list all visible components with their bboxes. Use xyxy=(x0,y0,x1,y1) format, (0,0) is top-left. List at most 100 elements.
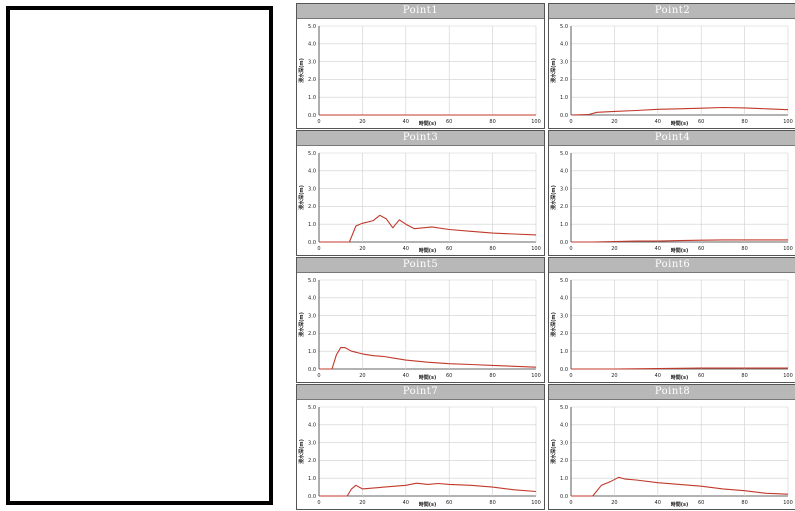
x-tick-label: 20 xyxy=(359,246,365,252)
x-tick-label: 80 xyxy=(741,373,747,379)
x-tick-label: 0 xyxy=(317,500,320,506)
x-tick-label: 0 xyxy=(317,246,320,252)
chart-title: Point8 xyxy=(549,385,795,400)
x-tick-label: 60 xyxy=(446,500,452,506)
y-tick-label: 4.0 xyxy=(560,42,568,48)
y-tick-label: 4.0 xyxy=(308,169,316,175)
y-tick-label: 4.0 xyxy=(308,423,316,429)
y-tick-label: 2.0 xyxy=(308,204,316,210)
x-tick-label: 20 xyxy=(359,119,365,125)
chart-panel: Point5 0.0 1.0 2.0 3.0 4.0 5.0 0 20 40 60 80 100 時間(s… xyxy=(296,257,545,383)
y-tick-label: 0.0 xyxy=(560,113,568,119)
x-axis-label: 時間(s) xyxy=(419,247,437,254)
y-axis-label: 浸水深(m) xyxy=(550,439,557,464)
x-tick-label: 100 xyxy=(531,246,541,252)
x-tick-label: 80 xyxy=(489,246,495,252)
x-tick-label: 80 xyxy=(489,119,495,125)
x-tick-label: 0 xyxy=(569,500,572,506)
x-tick-label: 40 xyxy=(655,246,661,252)
chart-title: Point5 xyxy=(297,258,544,273)
x-tick-label: 40 xyxy=(655,373,661,379)
y-tick-label: 4.0 xyxy=(308,42,316,48)
chart-panel: Point7 0.0 1.0 2.0 3.0 4.0 5.0 0 20 40 60 80 100 時間(s… xyxy=(296,384,545,510)
plot-area: 0.0 1.0 2.0 3.0 4.0 5.0 0 20 40 60 80 100 時間(s) 浸水深(m… xyxy=(298,278,541,381)
chart-title: Point2 xyxy=(549,4,795,19)
y-tick-label: 3.0 xyxy=(560,59,568,65)
x-tick-label: 100 xyxy=(531,500,541,506)
plot-area: 0.0 1.0 2.0 3.0 4.0 5.0 0 20 40 60 80 100 時間(s) 浸水深(m… xyxy=(550,151,793,254)
chart-panel: Point1 0.0 1.0 2.0 3.0 4.0 5.0 0 20 40 60 80 100 時間(s… xyxy=(296,3,545,129)
x-tick-label: 40 xyxy=(403,119,409,125)
y-tick-label: 5.0 xyxy=(308,278,316,284)
series-line xyxy=(319,347,537,370)
x-axis-label: 時間(s) xyxy=(671,501,689,508)
y-tick-label: 0.0 xyxy=(560,367,568,373)
y-tick-label: 3.0 xyxy=(308,313,316,319)
x-tick-label: 0 xyxy=(317,373,320,379)
x-tick-label: 40 xyxy=(655,119,661,125)
x-tick-label: 0 xyxy=(317,119,320,125)
y-tick-label: 2.0 xyxy=(308,458,316,464)
y-tick-label: 5.0 xyxy=(560,278,568,284)
chart-title: Point3 xyxy=(297,131,544,146)
y-tick-label: 3.0 xyxy=(560,440,568,446)
y-tick-label: 2.0 xyxy=(308,331,316,337)
y-tick-label: 1.0 xyxy=(560,476,568,482)
y-tick-label: 5.0 xyxy=(560,151,568,157)
x-tick-label: 100 xyxy=(531,373,541,379)
y-axis-label: 浸水深(m) xyxy=(298,58,305,83)
y-axis-label: 浸水深(m) xyxy=(298,312,305,337)
series-line xyxy=(571,239,788,243)
x-tick-label: 60 xyxy=(446,119,452,125)
plot-area: 0.0 1.0 2.0 3.0 4.0 5.0 0 20 40 60 80 100 時間(s) 浸水深(m… xyxy=(298,405,541,508)
y-axis-label: 浸水深(m) xyxy=(550,185,557,210)
y-tick-label: 2.0 xyxy=(560,458,568,464)
series-line xyxy=(570,106,789,116)
y-tick-label: 5.0 xyxy=(560,24,568,30)
y-axis-label: 浸水深(m) xyxy=(550,312,557,337)
plot-area: 0.0 1.0 2.0 3.0 4.0 5.0 0 20 40 60 80 100 時間(s) 浸水深(m… xyxy=(298,24,541,127)
chart-panel: Point8 0.0 1.0 2.0 3.0 4.0 5.0 0 20 40 60 80 100 時間(s… xyxy=(548,384,795,510)
x-tick-label: 20 xyxy=(359,373,365,379)
y-axis-label: 浸水深(m) xyxy=(298,439,305,464)
y-tick-label: 5.0 xyxy=(308,151,316,157)
y-tick-label: 1.0 xyxy=(308,222,316,228)
y-axis-label: 浸水深(m) xyxy=(550,58,557,83)
plot-area: 0.0 1.0 2.0 3.0 4.0 5.0 0 20 40 60 80 100 時間(s) 浸水深(m… xyxy=(550,24,793,127)
series-line xyxy=(319,214,537,243)
chart-panel: Point6 0.0 1.0 2.0 3.0 4.0 5.0 0 20 40 60 80 100 時間(s… xyxy=(548,257,795,383)
x-tick-label: 20 xyxy=(611,500,617,506)
series-line xyxy=(571,476,789,497)
x-tick-label: 100 xyxy=(783,373,793,379)
x-axis-label: 時間(s) xyxy=(671,374,689,381)
y-axis-label: 浸水深(m) xyxy=(298,185,305,210)
y-tick-label: 5.0 xyxy=(308,405,316,411)
y-tick-label: 1.0 xyxy=(308,95,316,101)
y-tick-label: 0.0 xyxy=(308,240,316,246)
chart-panel: Point2 0.0 1.0 2.0 3.0 4.0 5.0 0 20 40 60 80 100 時間(s… xyxy=(548,3,795,129)
x-tick-label: 0 xyxy=(569,373,572,379)
x-tick-label: 40 xyxy=(403,373,409,379)
y-tick-label: 0.0 xyxy=(560,240,568,246)
chart-grid: Point1 0.0 1.0 2.0 3.0 4.0 5.0 0 20 40 60 80 100 時間(s… xyxy=(296,3,795,510)
y-tick-label: 1.0 xyxy=(308,476,316,482)
x-axis-label: 時間(s) xyxy=(419,501,437,508)
y-tick-label: 1.0 xyxy=(560,349,568,355)
x-tick-label: 60 xyxy=(446,373,452,379)
x-axis-label: 時間(s) xyxy=(419,374,437,381)
x-tick-label: 20 xyxy=(611,373,617,379)
x-tick-label: 20 xyxy=(611,119,617,125)
blank-frame xyxy=(6,6,273,505)
y-tick-label: 1.0 xyxy=(308,349,316,355)
y-tick-label: 3.0 xyxy=(560,186,568,192)
x-tick-label: 60 xyxy=(698,373,704,379)
x-tick-label: 80 xyxy=(741,119,747,125)
plot-area: 0.0 1.0 2.0 3.0 4.0 5.0 0 20 40 60 80 100 時間(s) 浸水深(m… xyxy=(298,151,541,254)
x-tick-label: 60 xyxy=(698,500,704,506)
y-tick-label: 3.0 xyxy=(560,313,568,319)
x-tick-label: 80 xyxy=(741,500,747,506)
x-tick-label: 40 xyxy=(403,500,409,506)
x-tick-label: 40 xyxy=(655,500,661,506)
x-tick-label: 100 xyxy=(783,119,793,125)
y-tick-label: 3.0 xyxy=(308,186,316,192)
